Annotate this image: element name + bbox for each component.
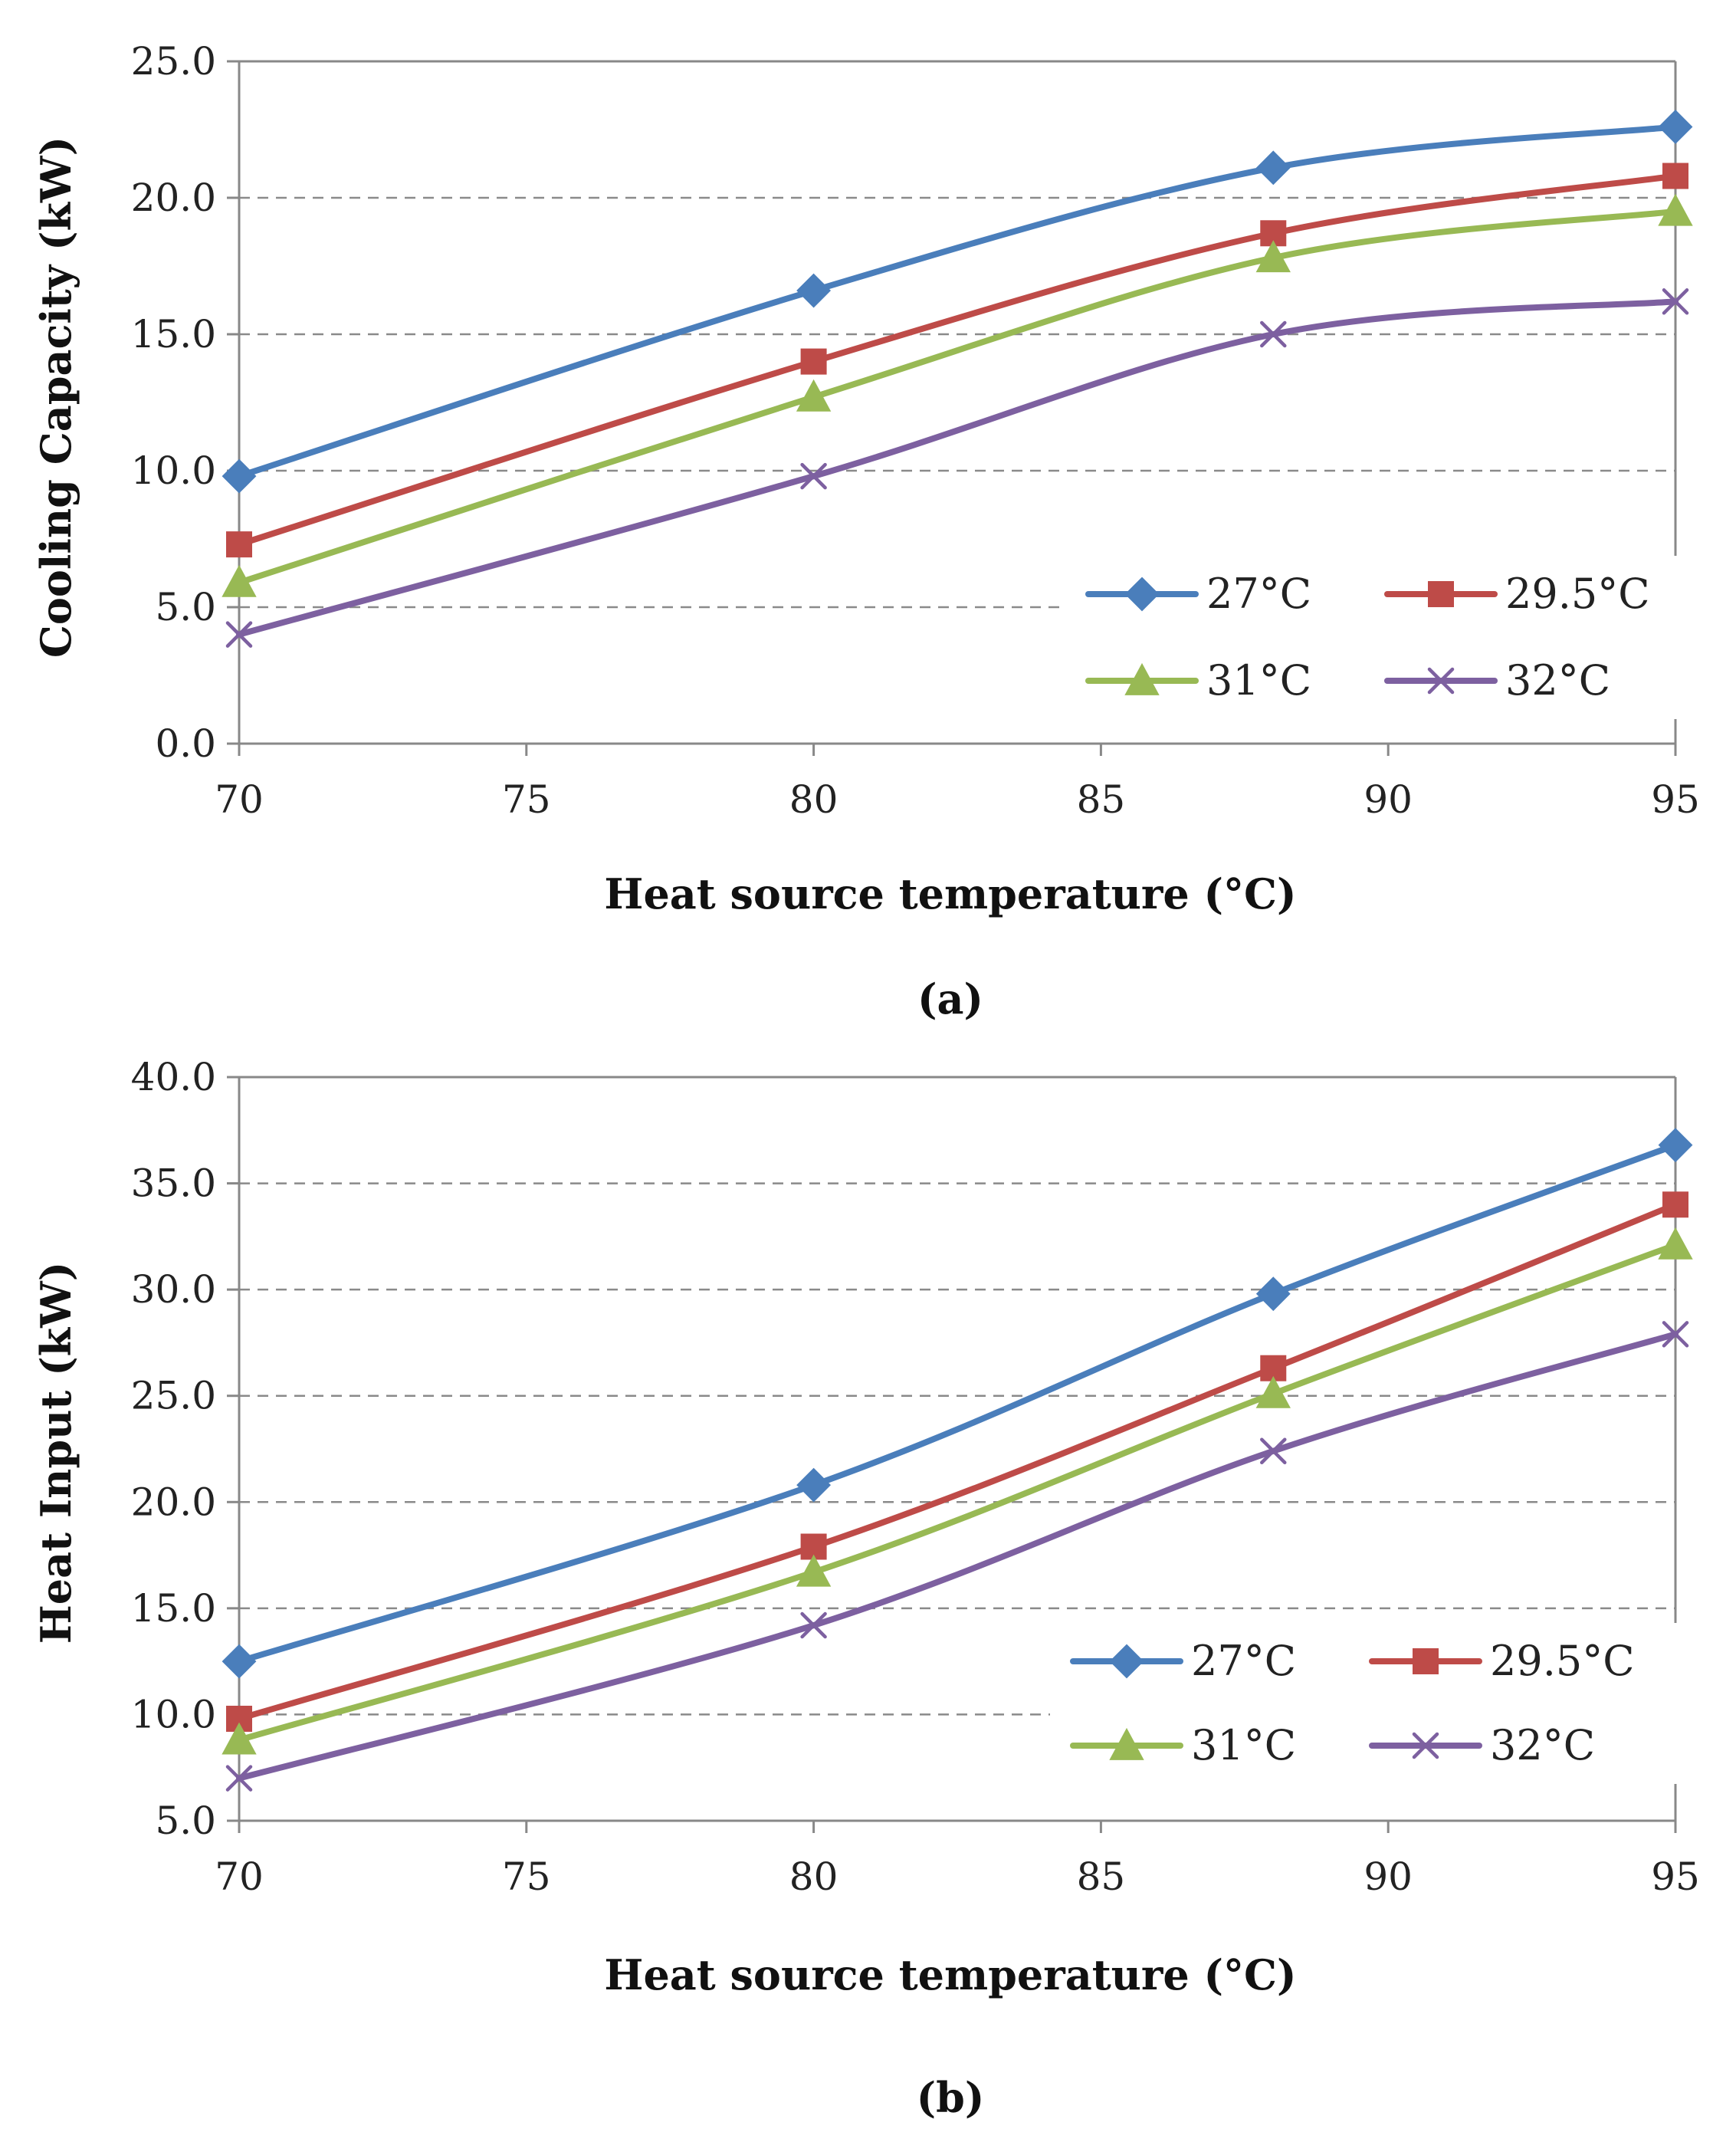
chart-b-x-tick-label: 85: [1077, 1854, 1126, 1899]
chart-a-series-0-point: [796, 273, 832, 308]
chart-a-series-3-point: [225, 621, 253, 648]
chart-b-legend-background: [1050, 1623, 1736, 1784]
chart-b-y-tick-label: 30.0: [131, 1267, 216, 1312]
chart-a-legend-label-2: 31°C: [1206, 656, 1311, 705]
chart-a-series-2-point: [1658, 193, 1693, 226]
chart-a-series-0-point: [1658, 110, 1693, 144]
chart-b-y-ticks: 5.0 10.0 15.0 20.0 25.0 30.0 35.0 40.0: [131, 1055, 216, 1843]
chart-a-y-tick-label: 5.0: [155, 585, 216, 629]
chart-b-series-1-point: [1662, 1191, 1688, 1218]
chart-b-x-tick-label: 70: [215, 1854, 264, 1899]
chart-a-y-tick-label: 20.0: [131, 176, 216, 220]
chart-a-x-tick-label: 70: [215, 777, 264, 822]
chart-b-series-2-point: [222, 1722, 257, 1755]
chart-a-series-1-point: [226, 531, 252, 558]
chart-a-legend-marker-2: [1124, 662, 1160, 695]
chart-b-x-tick-label: 80: [789, 1854, 838, 1899]
chart-a-series-2-point: [796, 379, 832, 412]
chart-b-x-ticks: 70 75 80 85 90 95: [215, 1854, 1700, 1899]
chart-a-series-2-point: [1255, 240, 1291, 273]
chart-a-legend-marker-3: [1427, 667, 1455, 695]
chart-a-legend-label-0: 27°C: [1206, 570, 1311, 618]
chart-a-y-ticks: 0.0 5.0 10.0 15.0 20.0 25.0: [131, 39, 216, 766]
chart-a-series-3-point: [800, 462, 827, 490]
chart-b-legend-marker-0: [1109, 1644, 1144, 1679]
chart-b-y-tick-label: 40.0: [131, 1055, 216, 1099]
chart-a-series-line-0: [236, 123, 1679, 480]
chart-a-series-0-point: [1255, 150, 1291, 186]
chart-b-x-tick-label: 95: [1651, 1854, 1700, 1899]
chart-b-series-line-2: [236, 1241, 1679, 1743]
chart-a-series-2-point: [222, 564, 257, 597]
chart-b-legend-label-3: 32°C: [1490, 1721, 1595, 1769]
chart-a-series-1-point: [1662, 163, 1688, 189]
chart-b-legend: 27°C 29.5°C 31°C 32°C: [1050, 1623, 1736, 1784]
chart-b-legend-label-0: 27°C: [1191, 1637, 1296, 1685]
chart-a-legend-label-1: 29.5°C: [1505, 570, 1650, 618]
chart-b-series-3-point: [225, 1765, 253, 1792]
chart-a-panel-label: (a): [917, 974, 983, 1023]
chart-a: 0.0 5.0 10.0 15.0 20.0 25.0 70 75 80 85 90 95 27°C…: [31, 39, 1736, 1023]
chart-a-legend: 27°C 29.5°C 31°C 32°C: [1065, 556, 1736, 719]
chart-b-series-2-point: [796, 1554, 832, 1587]
chart-a-y-tick-label: 15.0: [131, 312, 216, 356]
chart-b-series-2-point: [1255, 1375, 1291, 1408]
chart-b-legend-marker-2: [1109, 1727, 1144, 1760]
chart-b-series-3-point: [1260, 1437, 1287, 1465]
chart-a-series-line-2: [236, 208, 1679, 586]
chart-a-series-3-point: [1662, 288, 1689, 315]
chart-b-series: [222, 1128, 1693, 1792]
chart-b: 5.0 10.0 15.0 20.0 25.0 30.0 35.0 40.0 70 75 80 85…: [31, 1055, 1736, 2122]
chart-b-legend-label-1: 29.5°C: [1490, 1637, 1635, 1685]
chart-b-series-3-point: [1662, 1321, 1689, 1348]
chart-b-series-line-0: [236, 1142, 1679, 1665]
chart-a-y-tick-label: 0.0: [155, 721, 216, 766]
chart-a-legend-marker-0: [1124, 577, 1160, 612]
chart-b-series-line-1: [236, 1201, 1679, 1722]
chart-b-series-0-point: [1255, 1276, 1291, 1312]
chart-b-legend-marker-1: [1413, 1648, 1439, 1674]
chart-a-y-tick-label: 25.0: [131, 39, 216, 84]
chart-b-series-0-point: [796, 1467, 832, 1503]
chart-b-series-3-point: [800, 1611, 827, 1639]
chart-b-series-line-3: [236, 1331, 1679, 1782]
chart-a-series-line-3: [236, 298, 1679, 638]
chart-a-y-tick-label: 10.0: [131, 448, 216, 493]
chart-a-series-line-1: [236, 172, 1679, 548]
chart-a-x-tick-label: 80: [789, 777, 838, 822]
chart-b-legend-label-2: 31°C: [1191, 1721, 1296, 1769]
chart-a-legend-background: [1065, 556, 1736, 719]
chart-b-y-tick-label: 5.0: [155, 1799, 216, 1843]
chart-b-series-2-point: [1658, 1227, 1693, 1260]
chart-a-series-0-point: [222, 458, 257, 494]
chart-a-x-tick-label: 90: [1364, 777, 1413, 822]
chart-a-x-axis-title: Heat source temperature (°C): [604, 869, 1296, 918]
chart-a-series: [222, 110, 1693, 648]
chart-a-x-tick-label: 85: [1077, 777, 1126, 822]
chart-a-series-3-point: [1260, 320, 1287, 348]
chart-b-y-axis-title: Heat Input (kW): [31, 1262, 80, 1644]
chart-b-panel-label: (b): [917, 2073, 985, 2122]
chart-b-x-axis-title: Heat source temperature (°C): [604, 1950, 1296, 1999]
chart-a-x-ticks: 70 75 80 85 90 95: [215, 777, 1700, 822]
chart-b-y-tick-label: 15.0: [131, 1586, 216, 1631]
chart-a-y-axis-title: Cooling Capacity (kW): [31, 136, 80, 658]
chart-a-x-tick-label: 75: [502, 777, 551, 822]
chart-b-legend-marker-3: [1412, 1732, 1439, 1759]
chart-b-x-tick-label: 75: [502, 1854, 551, 1899]
chart-a-legend-label-3: 32°C: [1505, 656, 1610, 705]
chart-b-y-tick-label: 20.0: [131, 1480, 216, 1524]
chart-b-x-tick-label: 90: [1364, 1854, 1413, 1899]
chart-b-series-0-point: [1658, 1128, 1693, 1163]
chart-b-y-tick-label: 35.0: [131, 1161, 216, 1206]
chart-b-series-0-point: [222, 1644, 257, 1679]
chart-a-legend-marker-1: [1428, 581, 1454, 607]
chart-b-y-tick-label: 25.0: [131, 1374, 216, 1418]
chart-b-y-tick-label: 10.0: [131, 1692, 216, 1736]
chart-a-series-1-point: [800, 348, 827, 375]
chart-a-x-tick-label: 95: [1651, 777, 1700, 822]
